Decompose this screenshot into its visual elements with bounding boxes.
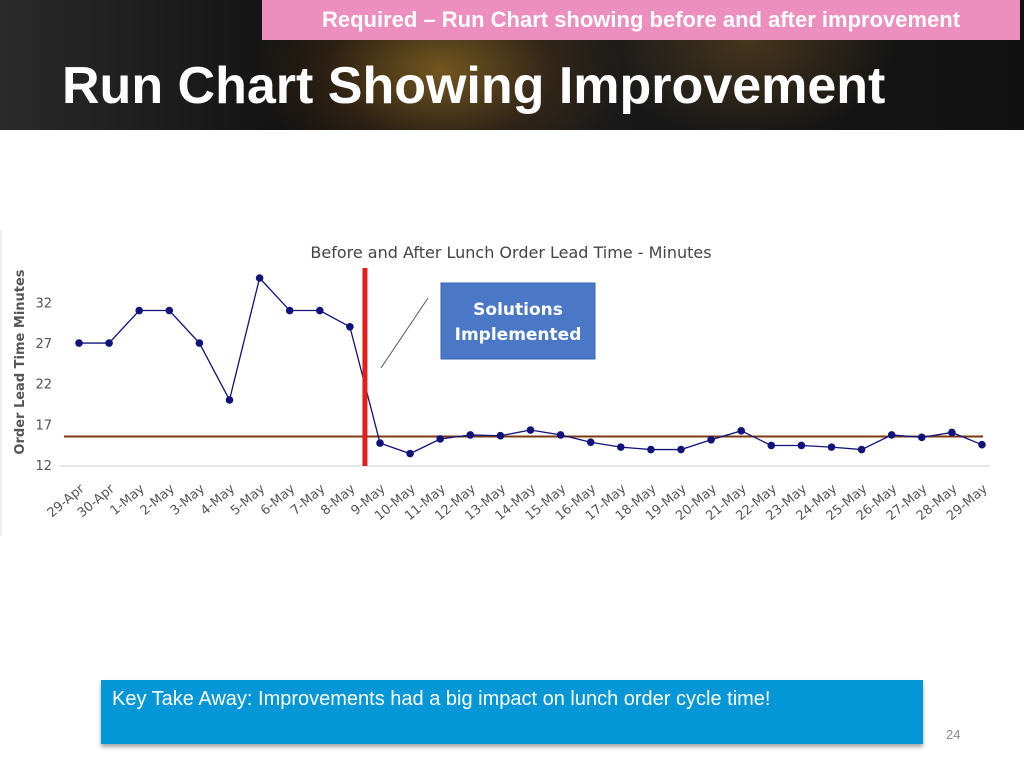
data-point bbox=[436, 435, 445, 443]
y-tick-labels: 12 17 22 27 32 bbox=[35, 296, 52, 474]
data-point bbox=[677, 445, 685, 454]
data-point bbox=[737, 427, 745, 435]
data-point bbox=[586, 438, 595, 447]
data-point bbox=[707, 435, 715, 444]
data-point bbox=[376, 439, 384, 447]
data-point bbox=[887, 431, 896, 439]
data-point bbox=[75, 339, 83, 347]
data-point bbox=[316, 306, 324, 315]
callout-line-1: Solutions bbox=[473, 300, 563, 320]
key-takeaway-box: Key Take Away: Improvements had a big im… bbox=[101, 680, 923, 744]
data-point bbox=[165, 306, 174, 315]
run-chart: Before and After Lunch Order Lead Time -… bbox=[0, 228, 1024, 538]
series-line-group bbox=[75, 274, 986, 458]
y-tick-label: 32 bbox=[35, 296, 52, 311]
y-tick-label: 27 bbox=[35, 337, 52, 352]
data-point bbox=[496, 431, 505, 440]
data-point bbox=[466, 431, 475, 439]
y-tick-label: 17 bbox=[35, 418, 52, 433]
chart-background bbox=[0, 228, 1024, 538]
y-tick-label: 22 bbox=[35, 378, 52, 393]
data-point bbox=[918, 433, 926, 442]
data-point bbox=[827, 443, 836, 451]
callout-line-2: Implemented bbox=[455, 325, 582, 345]
chart-title: Before and After Lunch Order Lead Time -… bbox=[310, 243, 711, 262]
page-number: 24 bbox=[946, 727, 961, 742]
data-point bbox=[105, 339, 113, 347]
data-point bbox=[526, 426, 535, 434]
data-point bbox=[346, 322, 354, 331]
data-point bbox=[978, 440, 986, 449]
data-point bbox=[857, 445, 866, 454]
data-point bbox=[285, 306, 294, 315]
data-point bbox=[797, 441, 806, 450]
key-takeaway-text: Key Take Away: Improvements had a big im… bbox=[112, 688, 771, 710]
improvement-marker-line bbox=[362, 268, 368, 466]
data-point bbox=[617, 443, 625, 451]
data-point bbox=[556, 431, 565, 439]
chart-svg: Before and After Lunch Order Lead Time -… bbox=[0, 228, 1024, 538]
required-tag: Required – Run Chart showing before and … bbox=[262, 0, 1020, 40]
data-point bbox=[225, 396, 234, 404]
data-point bbox=[767, 441, 776, 450]
data-point bbox=[195, 339, 204, 347]
data-point bbox=[406, 449, 414, 458]
data-point bbox=[135, 306, 143, 315]
data-point bbox=[948, 428, 956, 437]
y-tick-label: 12 bbox=[35, 459, 52, 474]
page-title: Run Chart Showing Improvement bbox=[62, 57, 886, 115]
y-axis-label: Order Lead Time Minutes bbox=[13, 269, 28, 454]
callout-box bbox=[440, 282, 596, 360]
data-point bbox=[255, 274, 264, 282]
callout-pointer-line bbox=[380, 297, 429, 369]
data-point bbox=[647, 445, 655, 454]
